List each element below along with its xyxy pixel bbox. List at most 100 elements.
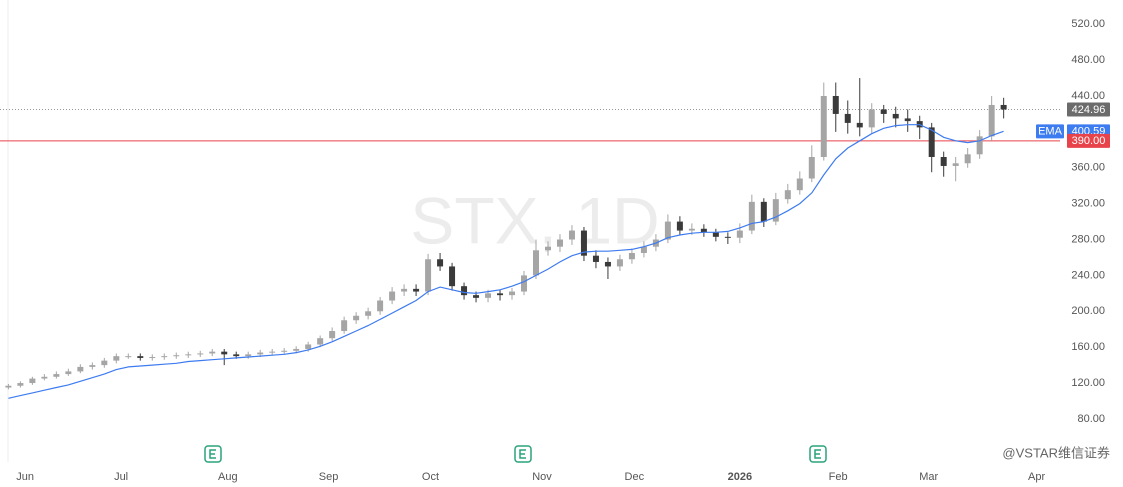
candle-body — [796, 178, 803, 191]
y-tick-label: 520.00 — [1071, 18, 1105, 30]
candle-body — [844, 113, 851, 123]
candle-body — [808, 156, 815, 179]
y-tick-label: 440.00 — [1071, 90, 1105, 102]
y-tick-label: 240.00 — [1071, 269, 1105, 281]
candle-body — [365, 311, 372, 316]
earnings-icon — [514, 445, 532, 463]
candle-body — [317, 338, 324, 345]
x-tick-label: 2026 — [728, 471, 752, 483]
candle-body — [245, 354, 252, 357]
candle-body — [425, 259, 432, 292]
candle-body — [820, 95, 827, 157]
candle-body — [65, 371, 72, 375]
candle-body — [89, 365, 96, 367]
x-tick-label: Jun — [16, 471, 34, 483]
alert-label: 390.00 — [1072, 135, 1106, 147]
x-tick-label: Mar — [919, 471, 938, 483]
candle-body — [461, 286, 468, 296]
candle-body — [832, 95, 839, 114]
candle-body — [101, 360, 108, 366]
candle-body — [521, 275, 528, 292]
candle-body — [413, 288, 420, 292]
candle-body — [377, 300, 384, 312]
candle-body — [688, 228, 695, 231]
candle-body — [329, 331, 336, 339]
x-tick-label: Dec — [625, 471, 645, 483]
x-tick-label: Aug — [218, 471, 238, 483]
candle-body — [700, 228, 707, 233]
candle-body — [856, 122, 863, 128]
candle-body — [221, 351, 228, 355]
candle-body — [473, 295, 480, 298]
candle-body — [868, 109, 875, 128]
candle-body — [5, 385, 12, 388]
candle-body — [485, 293, 492, 298]
y-tick-label: 200.00 — [1071, 305, 1105, 317]
candle-body — [281, 350, 288, 352]
candle-body — [736, 230, 743, 238]
candle-body — [293, 348, 300, 351]
candle-body — [592, 255, 599, 262]
x-tick-label: Jul — [114, 471, 128, 483]
candle-body — [880, 109, 887, 114]
candle-body — [209, 351, 216, 354]
candle-body — [233, 354, 240, 357]
candle-body — [544, 246, 551, 251]
candle-body — [173, 355, 180, 357]
earnings-icon — [204, 445, 222, 463]
candle-body — [29, 378, 36, 384]
y-tick-label: 280.00 — [1071, 233, 1105, 245]
candle-body — [676, 221, 683, 231]
candle-body — [964, 154, 971, 164]
candle-body — [988, 104, 995, 137]
x-tick-label: Apr — [1028, 471, 1045, 483]
candle-body — [616, 259, 623, 267]
source: @VSTAR维信证券 — [1002, 445, 1110, 460]
candle-body — [305, 344, 312, 349]
candle-body — [772, 199, 779, 222]
y-tick-label: 360.00 — [1071, 162, 1105, 174]
candle-body — [17, 383, 24, 386]
x-tick-label: Feb — [829, 471, 848, 483]
candle-body — [664, 221, 671, 240]
candle-body — [928, 127, 935, 157]
candle-body — [401, 288, 408, 292]
candle-body — [113, 356, 120, 361]
candle-body — [197, 353, 204, 355]
candle-body — [532, 250, 539, 276]
candle-body — [640, 246, 647, 253]
earnings-markers — [204, 445, 827, 463]
candle-body — [748, 201, 755, 231]
candle-body — [137, 356, 144, 358]
x-tick-label: Nov — [532, 471, 552, 483]
watermark: STX, 1D — [410, 183, 659, 257]
candle-body — [341, 320, 348, 332]
candle-body — [952, 163, 959, 166]
candle-body — [892, 113, 899, 119]
candle-body — [53, 374, 60, 377]
ema-line — [8, 124, 1004, 399]
candle-body — [724, 236, 731, 238]
price-box — [1067, 102, 1110, 117]
earnings-icon — [809, 445, 827, 463]
candle-body — [77, 366, 84, 372]
candle-body — [760, 201, 767, 222]
candle-body — [449, 266, 456, 287]
candle-body — [940, 156, 947, 166]
ema-name-label: EMA — [1038, 126, 1063, 138]
y-tick-label: 160.00 — [1071, 341, 1105, 353]
earnings-letter — [209, 449, 821, 459]
candles — [5, 78, 1007, 390]
candle-body — [628, 252, 635, 260]
candle-body — [556, 239, 563, 247]
candle-body — [712, 232, 719, 237]
candle-body — [568, 230, 575, 240]
candle-body — [784, 190, 791, 200]
candle-body — [41, 376, 48, 379]
candle-body — [353, 315, 360, 321]
candle-body — [269, 351, 276, 353]
candle-body — [161, 356, 168, 358]
x-tick-label: Oct — [422, 471, 439, 483]
